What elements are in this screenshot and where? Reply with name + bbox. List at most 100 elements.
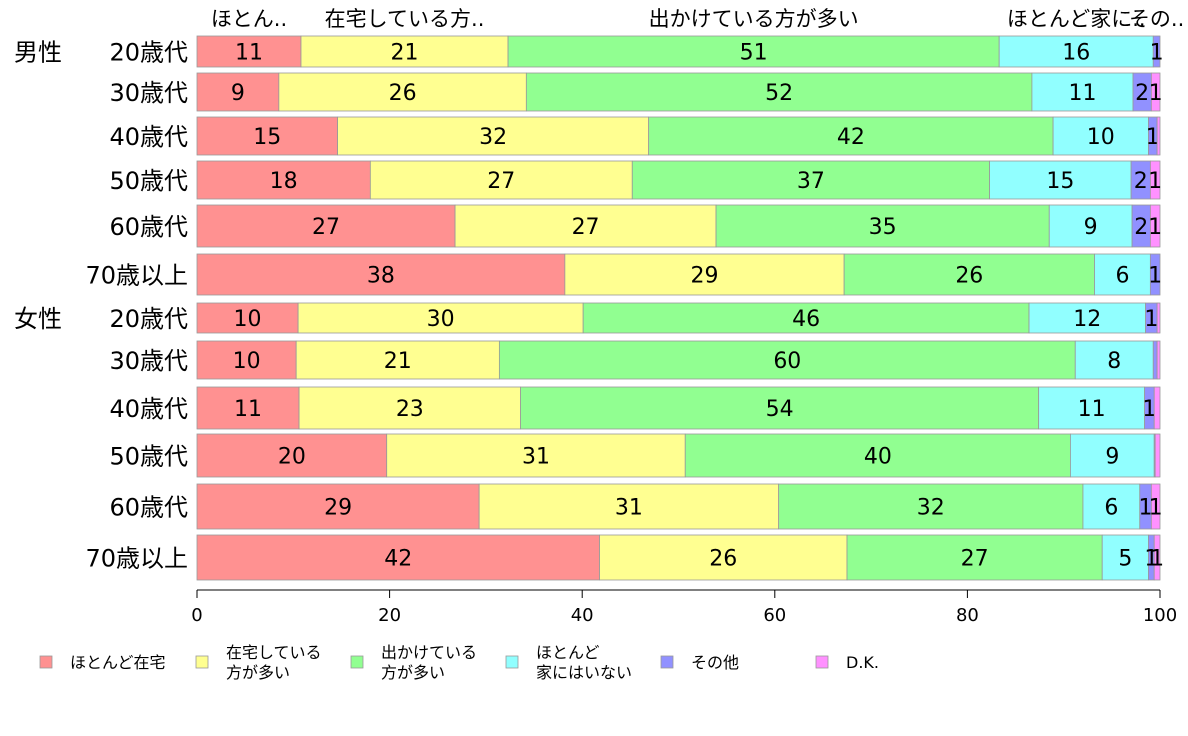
category-label: 30歳代 — [109, 79, 188, 107]
bar-segment — [599, 534, 848, 581]
group-label: 男性 — [14, 39, 62, 67]
bar-value-label: 26 — [389, 81, 417, 106]
legend-label: 在宅している方が多い — [226, 643, 322, 682]
bar-value-label: 2 — [1135, 81, 1149, 106]
category-label: 40歳代 — [109, 123, 188, 151]
bar-value-label: 27 — [487, 169, 515, 194]
bar-segment — [564, 253, 845, 296]
bar-value-label: 21 — [384, 349, 412, 374]
top-series-label: ほとんど家に.. — [1007, 7, 1146, 31]
bar-value-label: 12 — [1073, 307, 1101, 332]
category-label: 60歳代 — [109, 494, 188, 522]
bar-segment — [337, 116, 650, 156]
bar-segment — [1152, 340, 1158, 380]
bar-value-label: 54 — [766, 397, 794, 422]
bar-value-label: 10 — [233, 349, 261, 374]
bar-value-label: 30 — [427, 307, 455, 332]
bar-value-label: 38 — [367, 264, 395, 289]
bar-segment — [196, 534, 600, 581]
x-tick-label: 20 — [378, 605, 401, 626]
bar-value-label: 23 — [396, 397, 424, 422]
bar-value-label: 1 — [1149, 496, 1163, 521]
bar-value-label: 1 — [1146, 125, 1160, 150]
category-label: 30歳代 — [109, 347, 188, 375]
bar-segment — [196, 483, 480, 530]
bar-value-label: 11 — [235, 41, 263, 66]
legend-label: その他 — [691, 653, 739, 672]
bar-segment — [196, 302, 299, 334]
bar-segment — [298, 386, 521, 430]
bar-value-label: 32 — [917, 496, 945, 521]
bar-value-label: 35 — [869, 215, 897, 240]
top-series-label: 出かけている方が多い — [649, 7, 859, 31]
category-label: 20歳代 — [109, 39, 188, 67]
bar-segment — [1152, 35, 1161, 68]
bar-segment — [1154, 433, 1161, 478]
category-label: 70歳以上 — [85, 545, 188, 573]
x-tick-label: 0 — [191, 605, 202, 626]
bar-segment — [1149, 160, 1161, 200]
bar-value-label: 21 — [391, 41, 419, 66]
legend-swatch — [815, 655, 829, 669]
bar-segment — [196, 204, 456, 248]
bar-value-label: 15 — [253, 125, 281, 150]
x-tick-label: 100 — [1143, 605, 1177, 626]
bar-value-label: 11 — [234, 397, 262, 422]
bar-segment — [369, 160, 633, 200]
bar-segment — [1052, 116, 1149, 156]
bar-segment — [1156, 302, 1161, 334]
bar-segment — [507, 35, 1000, 68]
bar-segment — [684, 433, 1071, 478]
bar-value-label: 6 — [1104, 496, 1118, 521]
legend-swatch — [660, 655, 674, 669]
bar-value-label: 31 — [522, 445, 550, 470]
category-label: 40歳代 — [109, 395, 188, 423]
x-tick-label: 80 — [956, 605, 979, 626]
bar-value-label: 2 — [1134, 169, 1148, 194]
bar-segment — [1070, 433, 1155, 478]
bar-value-label: 1 — [1150, 41, 1164, 66]
bar-segment — [1101, 534, 1149, 581]
bar-segment — [520, 386, 1040, 430]
bar-value-label: 51 — [740, 41, 768, 66]
bar-segment — [1150, 72, 1161, 112]
category-label: 20歳代 — [109, 305, 188, 333]
x-tick-label: 60 — [763, 605, 786, 626]
bar-value-label: 16 — [1062, 41, 1090, 66]
bar-value-label: 5 — [1118, 547, 1132, 572]
bar-segment — [778, 483, 1084, 530]
bar-segment — [196, 253, 566, 296]
legend-label-line: ほとんど — [536, 643, 600, 662]
bar-segment — [1074, 340, 1154, 380]
group-label: 女性 — [14, 305, 62, 333]
bar-segment — [843, 253, 1095, 296]
legend-label: ほとんど家にはいない — [536, 643, 632, 682]
bar-value-label: 11 — [1078, 397, 1106, 422]
bar-segment — [648, 116, 1054, 156]
bar-segment — [1153, 534, 1161, 581]
bar-segment — [300, 35, 509, 68]
bar-segment — [498, 340, 1076, 380]
bar-segment — [998, 35, 1154, 68]
legend-label: ほとんど在宅 — [70, 653, 166, 672]
bar-value-label: 18 — [270, 169, 298, 194]
bar-segment — [989, 160, 1132, 200]
bar-value-label: 26 — [955, 264, 983, 289]
legend-swatch — [505, 655, 519, 669]
bar-value-label: 9 — [1105, 445, 1119, 470]
legend-label-line: 方が多い — [226, 663, 290, 682]
bar-segment — [1028, 302, 1146, 334]
bar-value-label: 32 — [479, 125, 507, 150]
bar-segment — [1031, 72, 1134, 112]
bar-value-label: 1 — [1142, 397, 1156, 422]
bar-value-label: 1 — [1148, 264, 1162, 289]
bar-segment — [196, 35, 302, 68]
top-series-label: 在宅している方.. — [325, 7, 485, 31]
bar-value-label: 29 — [324, 496, 352, 521]
top-series-label: その.. — [1129, 7, 1184, 31]
bar-segment — [1094, 253, 1151, 296]
bar-value-label: 27 — [572, 215, 600, 240]
bar-value-label: 60 — [773, 349, 801, 374]
bar-value-label: 40 — [864, 445, 892, 470]
legend-swatch — [195, 655, 209, 669]
